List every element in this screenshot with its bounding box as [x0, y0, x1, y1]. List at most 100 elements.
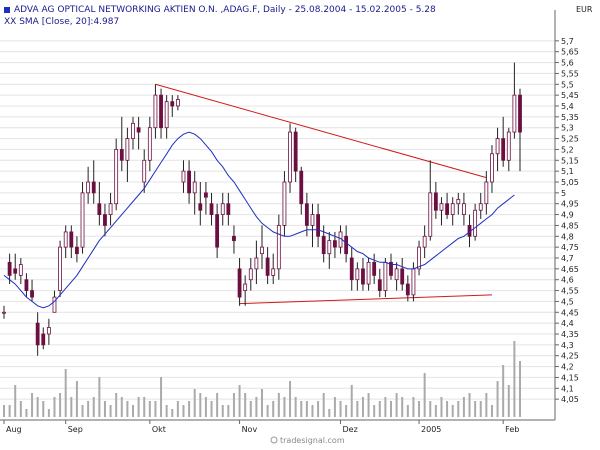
- volume-bar: [188, 401, 191, 417]
- volume-bar: [356, 401, 359, 417]
- candlestick: [75, 236, 79, 263]
- volume-bar: [490, 405, 493, 417]
- volume-bar: [474, 401, 477, 417]
- candle-body: [170, 101, 175, 107]
- candle-body: [159, 94, 163, 129]
- volume-bar: [14, 385, 17, 417]
- volume-bar: [373, 405, 376, 417]
- candlestick: [299, 166, 304, 215]
- price-tick-label: 5,15: [561, 156, 579, 165]
- candle-body: [310, 214, 315, 226]
- candle-body: [304, 203, 309, 226]
- time-tick-label: Nov: [242, 425, 258, 434]
- candlestick: [355, 262, 360, 291]
- candlestick: [304, 192, 309, 237]
- volume-bar: [361, 397, 364, 417]
- volume-bar: [446, 401, 449, 417]
- sma-marker-icon: XX: [4, 17, 19, 27]
- sma-label: XX SMA [Close, 20]:4.987: [4, 17, 119, 27]
- candlesticks: [2, 62, 522, 356]
- candlestick: [490, 145, 494, 193]
- candlestick: [164, 95, 169, 139]
- volume-bar: [160, 377, 163, 417]
- volume-bar: [289, 381, 292, 417]
- volume-bar: [390, 401, 392, 417]
- volume-bar: [395, 393, 398, 417]
- candle-body: [501, 138, 506, 161]
- candlestick: [321, 225, 326, 263]
- candlestick: [192, 171, 197, 215]
- volume-bar: [8, 405, 11, 417]
- candle-body: [125, 138, 130, 161]
- volume-bar: [300, 401, 303, 417]
- candlestick: [417, 240, 421, 276]
- candle-body: [478, 203, 483, 211]
- volume-bar: [103, 401, 106, 417]
- candle-body: [456, 198, 461, 205]
- candle-body: [349, 257, 354, 281]
- candle-body: [333, 240, 337, 248]
- candlestick: [248, 258, 253, 291]
- volume-bar: [507, 385, 510, 417]
- volume-bar: [412, 397, 415, 417]
- volume-bar: [216, 393, 219, 417]
- volume-bar: [53, 397, 56, 417]
- price-tick-label: 4,3: [561, 341, 574, 350]
- volume-bar: [199, 393, 202, 417]
- price-tick-label: 4,85: [561, 221, 579, 230]
- volume-bar: [232, 393, 235, 417]
- candlestick: [30, 279, 34, 302]
- price-tick-label: 4,25: [561, 352, 579, 361]
- volume-bar: [165, 405, 168, 417]
- volume-bar: [126, 401, 129, 417]
- volume-bar: [479, 401, 482, 417]
- price-tick-label: 5,65: [561, 48, 579, 57]
- candle-body: [108, 203, 113, 215]
- candlestick: [383, 258, 388, 298]
- candlestick: [484, 171, 489, 215]
- candlestick: [159, 88, 163, 139]
- volume-bar: [3, 405, 5, 417]
- candle-body: [299, 170, 304, 205]
- candlestick: [361, 258, 365, 291]
- candlestick: [237, 258, 242, 306]
- volume-bar: [120, 397, 123, 417]
- candle-body: [327, 240, 332, 255]
- candle-body: [518, 94, 522, 133]
- candle-body: [119, 149, 124, 161]
- candle-body: [80, 192, 85, 248]
- candlestick: [495, 127, 500, 172]
- volume-bar: [513, 341, 516, 417]
- price-tick-label: 4,35: [561, 330, 579, 339]
- price-tick-label: 4,95: [561, 200, 579, 209]
- candlestick: [445, 192, 449, 219]
- candle-body: [512, 94, 517, 133]
- time-tick-label: Feb: [505, 425, 519, 434]
- volume-bar: [64, 369, 67, 417]
- volume-bar: [244, 393, 247, 417]
- price-tick-label: 4,55: [561, 287, 579, 296]
- sma-label-text: SMA [Close, 20]:4.987: [19, 17, 119, 27]
- candlestick: [125, 127, 130, 182]
- volume-bar: [171, 409, 174, 417]
- volume-bar: [176, 401, 179, 417]
- watermark-icon: [270, 436, 278, 444]
- volume-bar: [457, 401, 460, 417]
- watermark: tradesignal.com: [270, 436, 345, 445]
- candlestick: [170, 95, 175, 117]
- volume-bar: [277, 393, 280, 417]
- candlestick: [501, 116, 506, 167]
- price-tick-label: 5,35: [561, 113, 579, 122]
- price-tick-label: 5,4: [561, 102, 574, 111]
- volume-bar: [148, 401, 151, 417]
- candle-body: [18, 264, 23, 276]
- legend: ADVA AG OPTICAL NETWORKING AKTIEN O.N. ,…: [4, 5, 436, 27]
- price-tick-label: 4,2: [561, 363, 574, 372]
- candlestick: [2, 305, 6, 319]
- price-tick-label: 4,8: [561, 232, 574, 241]
- candlestick: [136, 116, 141, 150]
- volume-bar: [345, 405, 348, 417]
- candle-body: [417, 246, 421, 270]
- candle-body: [450, 203, 455, 215]
